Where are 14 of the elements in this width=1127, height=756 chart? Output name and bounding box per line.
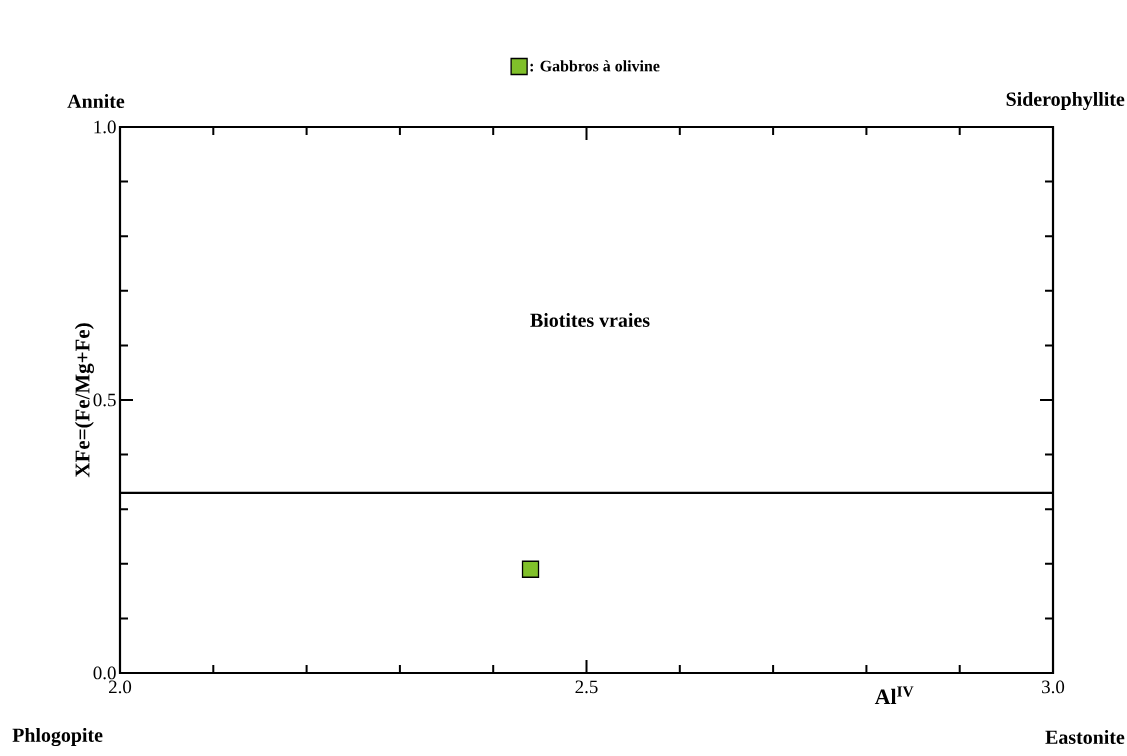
legend-label: : Gabbros à olivine — [530, 60, 660, 72]
x-tick-label: 2.5 — [575, 680, 598, 694]
annotation: Biotites vraies — [530, 312, 650, 327]
text: Siderophyllite — [1006, 91, 1125, 111]
text: Annite — [67, 93, 125, 108]
x-tick-label: 3.0 — [1042, 680, 1065, 694]
text: Eastonite — [1045, 729, 1125, 744]
y-axis-title: XFe=(Fe/Mg+Fe) — [74, 323, 94, 478]
text: Phlogopite — [12, 727, 103, 747]
y-tick-label: 0.5 — [93, 393, 116, 407]
x-axis-title: Al$^{IV}$ — [874, 686, 914, 705]
x-tick-label: 2.0 — [109, 680, 132, 694]
y-tick-label: 0.0 — [93, 666, 116, 680]
y-tick-label: 1.0 — [94, 120, 116, 134]
